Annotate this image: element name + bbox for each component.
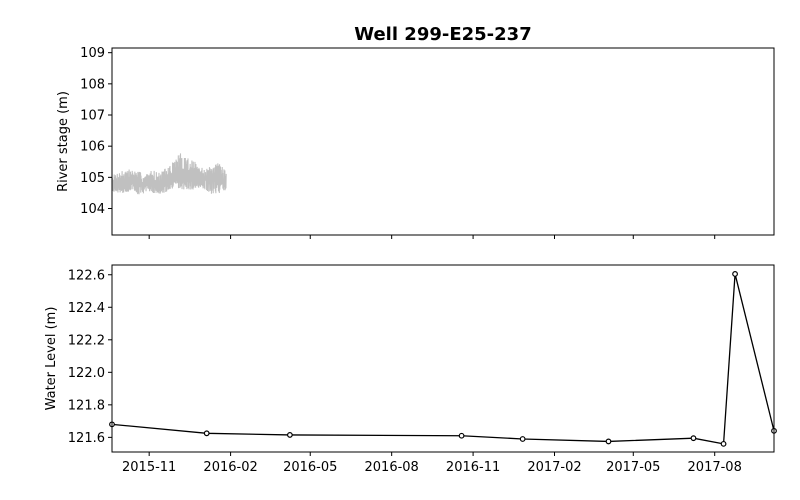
water-level-y-tick-label: 121.6 [68, 431, 105, 446]
water-level-y-tick-label: 121.8 [68, 398, 105, 413]
water-level-x-tick-label: 2017-05 [606, 460, 660, 475]
water-level-x-ticks: 2015-11 2016-02 2016-05 2016-08 2016-11 2017-… [122, 452, 742, 475]
water-level-data-point [690, 435, 697, 442]
water-level-y-tick-label: 122.6 [68, 268, 105, 283]
water-level-x-tick-label: 2015-11 [122, 460, 176, 475]
water-level-x-tick-label: 2016-08 [365, 460, 419, 475]
river-stage-y-tick-label: 106 [80, 140, 105, 155]
water-level-series-line [111, 273, 775, 445]
water-level-x-tick-label: 2016-11 [446, 460, 500, 475]
water-level-y-tick-label: 122.0 [68, 366, 105, 381]
river-stage-series [111, 153, 227, 195]
water-level-x-tick-label: 2016-05 [283, 460, 337, 475]
water-level-data-point [286, 432, 293, 438]
river-stage-plot-frame [111, 47, 775, 236]
water-level-x-tick-label: 2016-02 [203, 460, 257, 475]
river-stage-x-ticks [148, 235, 716, 239]
river-stage-y-tick-label: 104 [80, 202, 105, 217]
river-stage-y-tick-label: 105 [80, 171, 105, 186]
water-level-x-tick-label: 2017-02 [527, 460, 581, 475]
water-level-y-axis-label: Water Level (m) [44, 307, 59, 411]
water-level-x-tick-label: 2017-08 [688, 460, 742, 475]
river-stage-y-ticks: 104 105 106 107 108 109 [80, 46, 112, 217]
river-stage-panel: 104 105 106 107 108 109 River stage (m) [56, 46, 775, 239]
water-level-data-point [605, 438, 612, 445]
water-level-plot-frame [111, 264, 775, 453]
water-level-data-point [458, 432, 465, 439]
water-level-data-point [519, 436, 526, 442]
river-stage-y-tick-label: 108 [80, 77, 105, 92]
water-level-y-ticks: 121.6 121.8 122.0 122.2 122.4 122.6 [68, 268, 112, 446]
river-stage-y-tick-label: 107 [80, 109, 105, 124]
water-level-data-point [203, 430, 210, 437]
river-stage-series-line [111, 153, 227, 195]
water-level-y-tick-label: 122.2 [68, 333, 105, 348]
water-level-data-point [720, 440, 727, 447]
water-level-data-point [732, 271, 738, 277]
river-stage-y-axis-label: River stage (m) [56, 91, 71, 192]
river-stage-y-tick-label: 109 [80, 46, 105, 61]
chart-title: Well 299-E25-237 [354, 24, 531, 45]
water-level-y-tick-label: 122.4 [68, 301, 105, 316]
water-level-series [109, 271, 777, 447]
